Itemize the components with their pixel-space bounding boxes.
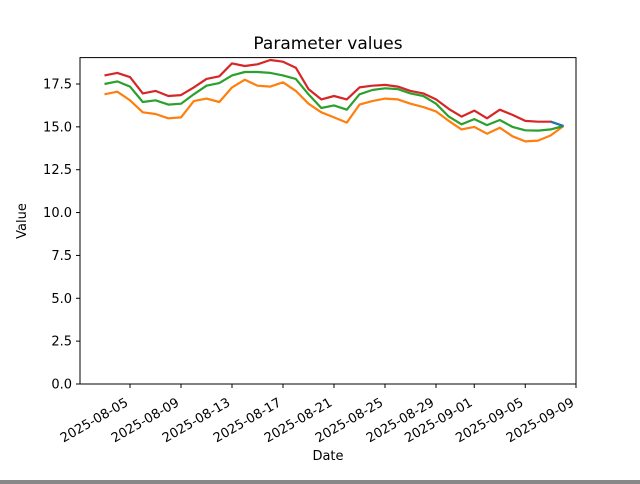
tick-label: 2.5 bbox=[51, 335, 72, 350]
tick-label: 12.5 bbox=[43, 163, 72, 178]
tick-label: 5.0 bbox=[51, 292, 72, 307]
series-green bbox=[104, 70, 564, 132]
series-red bbox=[104, 58, 564, 128]
x-axis-label: Date bbox=[312, 449, 343, 464]
chart-title: Parameter values bbox=[253, 34, 402, 54]
tick-label: 17.5 bbox=[43, 77, 72, 92]
plot-area-spines bbox=[79, 57, 577, 385]
tick-label: 0.0 bbox=[51, 378, 72, 393]
y-axis-label: Value bbox=[15, 203, 30, 239]
tick-label: 15.0 bbox=[43, 120, 72, 135]
axis-ticks bbox=[76, 83, 577, 388]
series-orange bbox=[104, 78, 565, 143]
axis-tick-labels: 0.02.55.07.510.012.515.017.52025-08-0520… bbox=[43, 77, 577, 446]
plot-lines bbox=[104, 58, 565, 143]
tick-label: 7.5 bbox=[51, 249, 72, 264]
tick-label: 10.0 bbox=[43, 206, 72, 221]
series-blue bbox=[550, 120, 564, 128]
